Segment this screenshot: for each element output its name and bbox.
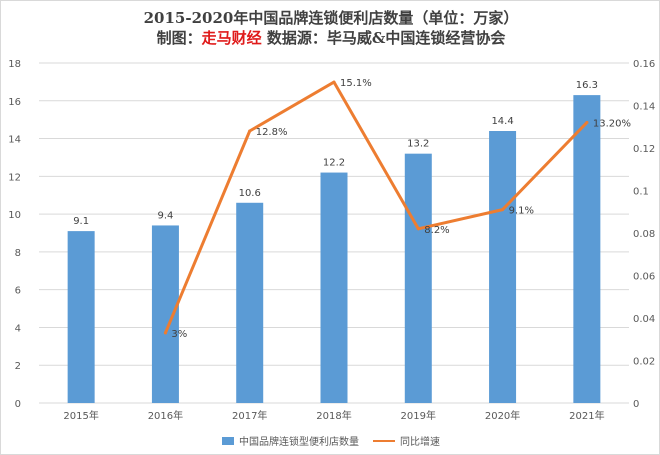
y2-tick-label: 0.14 [633, 102, 655, 113]
y-tick-label: 4 [15, 323, 21, 334]
bar [489, 131, 517, 403]
line-value-label: 15.1% [340, 78, 372, 89]
x-tick-label: 2019年 [401, 409, 436, 422]
y-tick-label: 10 [8, 210, 21, 221]
x-tick-label: 2018年 [316, 409, 351, 422]
line-value-label: 3% [171, 329, 187, 340]
x-tick-label: 2020年 [485, 409, 520, 422]
y-tick-label: 18 [8, 59, 21, 70]
y2-tick-label: 0.12 [633, 144, 655, 155]
x-tick-label: 2015年 [63, 409, 98, 422]
y-tick-label: 2 [15, 361, 21, 372]
bar-series [67, 95, 601, 403]
x-tick-label: 2021年 [569, 409, 604, 422]
y2-tick-label: 0.08 [633, 229, 655, 240]
bar [151, 225, 179, 403]
chart-plot: 0 2 4 6 8 10 12 14 16 18 0 0.02 0.04 0.06 0.08 0.1 0.12… [8, 59, 655, 422]
growth-line [163, 80, 589, 335]
line-point [585, 121, 589, 124]
line-point [332, 80, 336, 84]
line-point [248, 129, 252, 133]
legend: 中国品牌连锁型便利店数量 同比增速 [1, 433, 660, 448]
y2-tick-label: 0 [633, 399, 639, 410]
credit-prefix: 制图： [156, 29, 202, 47]
legend-label-bars: 中国品牌连锁型便利店数量 [239, 437, 359, 448]
line-point [501, 208, 505, 212]
chart-title: 2015-2020年中国品牌连锁便利店数量（单位：万家） [143, 9, 519, 27]
legend-line-swatch [373, 439, 395, 442]
x-tick-label: 2017年 [232, 409, 267, 422]
line-value-label: 13.20% [593, 119, 631, 130]
y-tick-label: 16 [8, 97, 21, 108]
data-labels: 9.1 9.4 10.6 12.2 13.2 14.4 16.3 3% 12.8% 15.1% 8.… [73, 78, 631, 340]
line-series [163, 80, 589, 335]
y-tick-label: 12 [8, 172, 21, 183]
line-value-label: 12.8% [256, 127, 288, 138]
bar-value-label: 16.3 [576, 80, 598, 91]
bar-value-label: 14.4 [491, 116, 513, 127]
line-point [163, 331, 167, 335]
bar-value-label: 9.4 [157, 210, 173, 221]
left-axis: 0 2 4 6 8 10 12 14 16 18 [8, 59, 21, 410]
y2-tick-label: 0.04 [633, 314, 655, 325]
bar-value-label: 9.1 [73, 216, 89, 227]
chart-subtitle: 制图：走马财经 数据源：毕马威&中国连锁经营协会 [1, 27, 660, 48]
line-value-label: 8.2% [424, 225, 449, 236]
bar [320, 172, 348, 403]
y2-tick-label: 0.06 [633, 272, 655, 283]
y2-tick-label: 0.16 [633, 59, 655, 70]
bar [404, 153, 432, 403]
legend-bar-swatch [222, 436, 234, 445]
x-tick-label: 2016年 [148, 409, 183, 422]
bar-value-label: 13.2 [407, 139, 429, 150]
bar-value-label: 12.2 [323, 158, 345, 169]
bar [573, 95, 601, 403]
bar [67, 231, 95, 403]
y-tick-label: 0 [15, 399, 21, 410]
y2-tick-label: 0.02 [633, 357, 655, 368]
y2-tick-label: 0.1 [633, 187, 649, 198]
line-point [416, 227, 420, 231]
x-axis: 2015年 2016年 2017年 2018年 2019年 2020年 2021年 [63, 409, 604, 422]
y-tick-label: 14 [8, 135, 21, 146]
legend-label-line: 同比增速 [400, 437, 440, 448]
y-tick-label: 6 [15, 286, 21, 297]
legend-item-line: 同比增速 [373, 433, 440, 448]
right-axis: 0 0.02 0.04 0.06 0.08 0.1 0.12 0.14 0.16 [633, 59, 655, 410]
line-value-label: 9.1% [509, 206, 534, 217]
bar [236, 202, 264, 403]
bar-value-label: 10.6 [239, 188, 261, 199]
brand-name: 走马财经 [201, 29, 262, 47]
y-tick-label: 8 [15, 248, 21, 259]
legend-item-bars: 中国品牌连锁型便利店数量 [222, 433, 359, 448]
source-text: 数据源：毕马威&中国连锁经营协会 [261, 29, 506, 47]
